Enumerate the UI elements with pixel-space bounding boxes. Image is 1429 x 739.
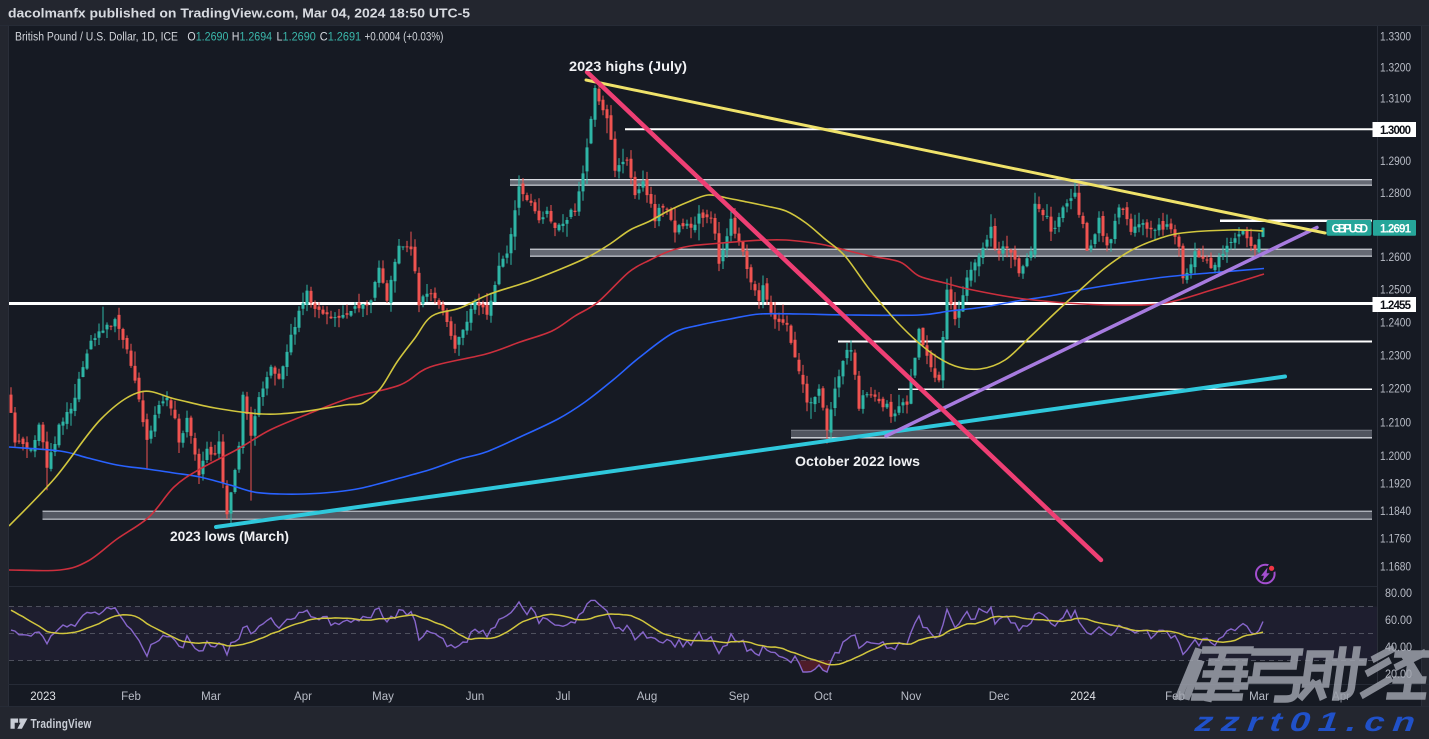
svg-text:L1.2690: L1.2690	[277, 30, 316, 44]
svg-text:TradingView: TradingView	[31, 716, 93, 731]
svg-text:2024: 2024	[1070, 691, 1096, 703]
svg-text:1.2691: 1.2691	[1380, 224, 1412, 236]
svg-text:Oct: Oct	[814, 691, 833, 703]
svg-text:H1.2694: H1.2694	[232, 30, 272, 44]
svg-text:O1.2690: O1.2690	[187, 30, 228, 44]
svg-text:1.2600: 1.2600	[1380, 252, 1411, 264]
svg-text:1.2100: 1.2100	[1380, 417, 1411, 429]
svg-text:1.3300: 1.3300	[1380, 32, 1411, 44]
svg-text:1.1840: 1.1840	[1380, 506, 1411, 518]
svg-text:Sep: Sep	[729, 691, 749, 703]
svg-text:British Pound / U.S. Dollar, 1: British Pound / U.S. Dollar, 1D, ICE	[15, 30, 178, 44]
svg-text:1.2300: 1.2300	[1380, 350, 1411, 362]
svg-text:zzrt01.cn: zzrt01.cn	[1192, 706, 1425, 737]
svg-text:Aug: Aug	[637, 691, 657, 703]
svg-text:October 2022 lows: October 2022 lows	[795, 454, 920, 469]
svg-text:Mar: Mar	[1249, 691, 1269, 703]
svg-text:1.1920: 1.1920	[1380, 478, 1411, 490]
svg-text:1.2500: 1.2500	[1380, 285, 1411, 297]
svg-text:1.2800: 1.2800	[1380, 188, 1411, 200]
svg-text:+0.0004 (+0.03%): +0.0004 (+0.03%)	[365, 30, 444, 44]
svg-text:1.2455: 1.2455	[1380, 300, 1412, 312]
svg-text:Dec: Dec	[989, 691, 1010, 703]
svg-text:Jun: Jun	[466, 691, 485, 703]
svg-text:1.1680: 1.1680	[1380, 561, 1411, 573]
svg-text:1.2200: 1.2200	[1380, 384, 1411, 396]
svg-text:Mar: Mar	[201, 691, 221, 703]
svg-text:1.3000: 1.3000	[1380, 125, 1411, 137]
svg-text:GBPUSD: GBPUSD	[1332, 224, 1369, 236]
svg-text:1.2400: 1.2400	[1380, 317, 1411, 329]
svg-text:C1.2691: C1.2691	[320, 30, 361, 44]
svg-text:1.1760: 1.1760	[1380, 534, 1411, 546]
svg-text:2023: 2023	[30, 691, 56, 703]
svg-text:Nov: Nov	[901, 691, 922, 703]
svg-text:2023 highs (July): 2023 highs (July)	[569, 59, 687, 74]
svg-text:1.2000: 1.2000	[1380, 451, 1411, 463]
svg-text:Feb: Feb	[121, 691, 141, 703]
svg-text:May: May	[372, 691, 394, 703]
svg-text:dacolmanfx published on Tradin: dacolmanfx published on TradingView.com,…	[8, 7, 470, 21]
svg-text:1.3200: 1.3200	[1380, 62, 1411, 74]
svg-text:2023 lows (March): 2023 lows (March)	[170, 529, 289, 544]
svg-text:80.00: 80.00	[1385, 588, 1412, 600]
svg-text:Jul: Jul	[556, 691, 571, 703]
svg-text:Apr: Apr	[294, 691, 312, 703]
svg-text:1.3100: 1.3100	[1380, 93, 1411, 105]
svg-text:60.00: 60.00	[1385, 615, 1412, 627]
svg-text:1.2900: 1.2900	[1380, 156, 1411, 168]
